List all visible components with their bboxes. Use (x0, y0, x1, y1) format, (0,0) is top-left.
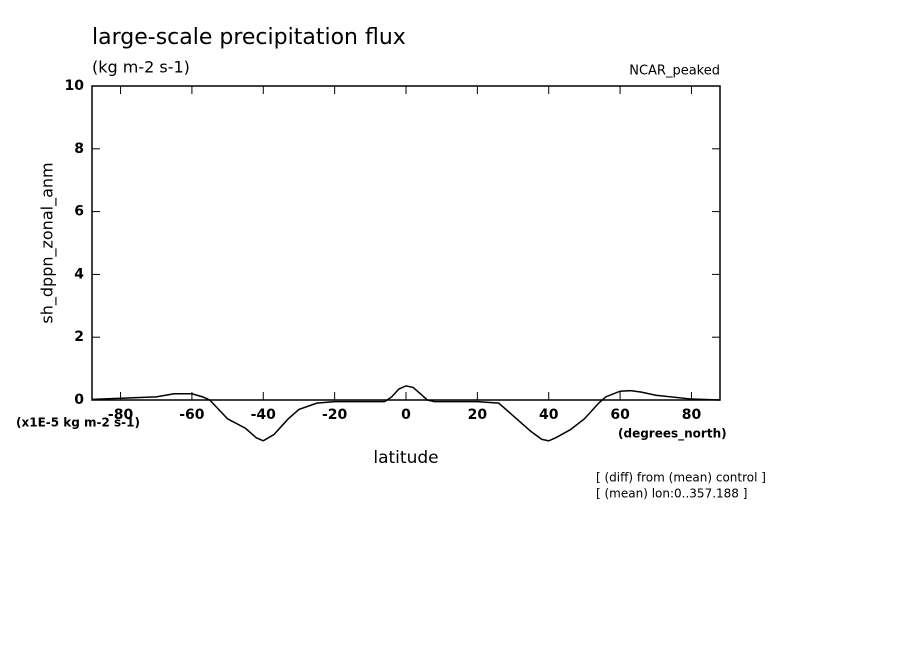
x-tick-label: 80 (682, 407, 702, 423)
x-tick-label: 20 (468, 407, 488, 423)
dataset-label: NCAR_peaked (629, 64, 720, 79)
x-tick-label: 60 (610, 407, 630, 423)
y-tick-label: 10 (65, 78, 85, 94)
y-units: (x1E-5 kg m-2 s-1) (16, 416, 140, 430)
y-tick-label: 2 (74, 329, 84, 345)
y-tick-label: 4 (74, 266, 84, 282)
y-tick-label: 0 (74, 392, 84, 408)
x-tick-label: 40 (539, 407, 559, 423)
note: [ (mean) lon:0..357.188 ] (596, 487, 747, 501)
data-line (91, 385, 721, 442)
y-tick-label: 6 (74, 204, 84, 220)
chart-title: large-scale precipitation flux (92, 25, 406, 50)
y-axis-label: sh_dppn_zonal_anm (38, 162, 58, 323)
chart-subtitle: (kg m-2 s-1) (92, 58, 190, 77)
y-tick-label: 8 (74, 141, 84, 157)
x-axis-label: latitude (373, 448, 438, 468)
x-units: (degrees_north) (618, 427, 727, 442)
note: [ (diff) from (mean) control ] (596, 471, 766, 485)
x-tick-label: 0 (401, 407, 411, 423)
x-tick-label: -40 (251, 407, 277, 423)
x-tick-label: -60 (179, 407, 205, 423)
x-tick-label: -80 (108, 407, 134, 423)
x-tick-label: -20 (322, 407, 348, 423)
